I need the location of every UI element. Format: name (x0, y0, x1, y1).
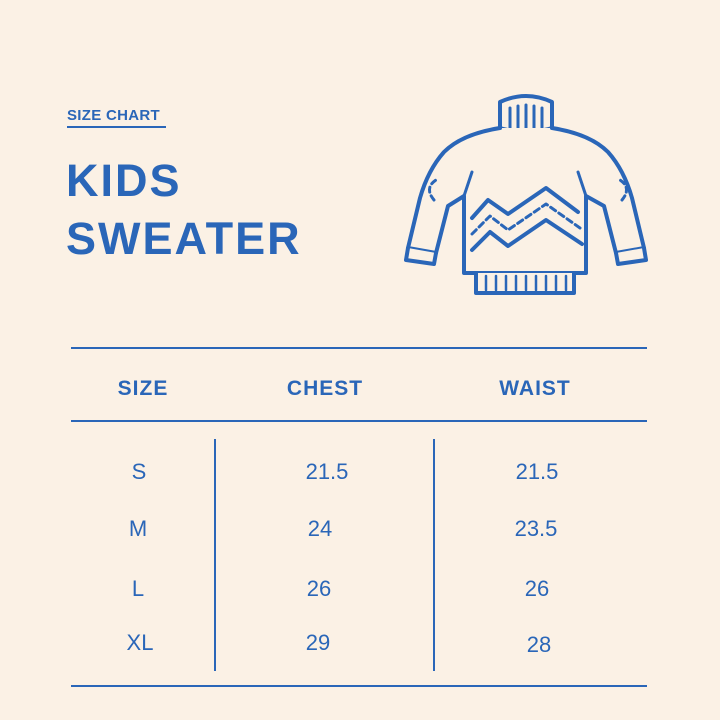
size-chart-label: SIZE CHART (67, 107, 166, 128)
column-divider-1 (214, 439, 216, 671)
size-cell: M (128, 516, 148, 541)
page-title: KIDS SWEATER (66, 152, 302, 268)
size-cell: S (131, 459, 147, 484)
title-line-1: KIDS (66, 155, 182, 206)
chest-cell: 26 (306, 576, 332, 601)
column-header-chest: CHEST (286, 377, 364, 400)
waist-cell: 23.5 (514, 516, 558, 541)
sweater-icon (404, 94, 648, 295)
waist-cell: 21.5 (515, 459, 559, 484)
column-header-waist: WAIST (499, 377, 571, 400)
size-cell: XL (126, 630, 154, 655)
chest-cell: 21.5 (305, 459, 349, 484)
title-line-2: SWEATER (66, 213, 302, 264)
table-header-rule (71, 420, 647, 422)
table-top-rule (71, 347, 647, 349)
chest-cell: 29 (305, 630, 331, 655)
size-cell: L (131, 576, 145, 601)
column-header-size: SIZE (117, 377, 169, 400)
chest-cell: 24 (307, 516, 333, 541)
table-bottom-rule (71, 685, 647, 687)
column-divider-2 (433, 439, 435, 671)
waist-cell: 28 (526, 632, 552, 657)
waist-cell: 26 (524, 576, 550, 601)
